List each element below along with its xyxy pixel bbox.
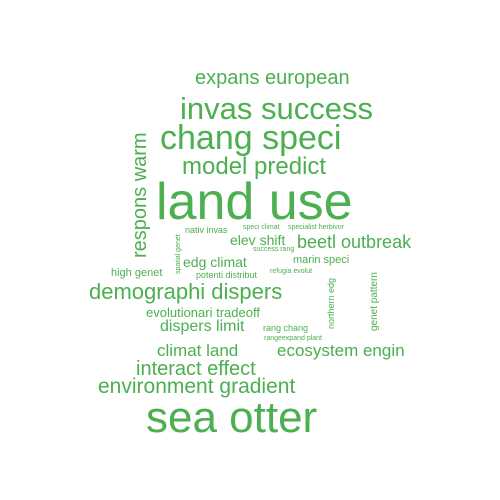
word: demographi dispers (89, 279, 283, 304)
word: potenti distribut (196, 270, 258, 280)
word: rang chang (263, 323, 309, 333)
word: spatial genet (175, 234, 182, 274)
word: specialist herbivor (288, 224, 345, 231)
word: evolutionari tradeoff (146, 305, 260, 320)
word: ecosystem engin (277, 341, 405, 360)
word: northern edg (326, 277, 336, 329)
word: refugia evolut (270, 268, 313, 275)
word: environment gradient (98, 375, 296, 398)
word: elev shift (230, 232, 286, 248)
word: genet pattern (369, 272, 380, 331)
word: nativ invas (185, 225, 228, 235)
word: chang speci (160, 119, 342, 157)
word: respons warm (129, 132, 151, 258)
word: marin speci (293, 254, 350, 266)
word: land use (156, 173, 353, 231)
word: invas success (180, 91, 373, 126)
word: success rang (253, 246, 295, 253)
word: model predict (182, 153, 327, 180)
word: edg climat (183, 254, 247, 270)
word: climat land (157, 341, 239, 360)
word: expans european (195, 67, 350, 89)
word: interact effect (136, 358, 256, 380)
word: high genet (111, 267, 163, 279)
word: speci climat (243, 224, 280, 231)
word: rangeexpand plant (264, 335, 322, 342)
word: beetl outbreak (297, 232, 412, 252)
word: sea otter (146, 393, 318, 442)
word: dispers limit (160, 318, 245, 335)
